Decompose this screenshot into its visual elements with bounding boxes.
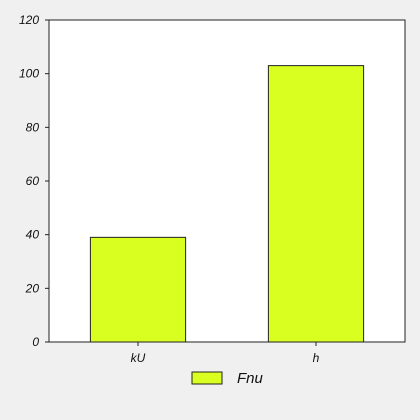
y-tick-label: 80: [26, 120, 40, 134]
y-tick-label: 0: [32, 335, 39, 349]
legend: Fnu: [191, 370, 264, 387]
y-tick-label: 40: [26, 228, 40, 242]
y-tick-label: 100: [19, 67, 39, 81]
legend-swatch: [191, 371, 223, 385]
legend-label: Fnu: [237, 370, 264, 387]
bar: [267, 65, 365, 343]
y-tick-label: 120: [19, 13, 39, 27]
bar: [89, 236, 187, 343]
plot-frame: [48, 19, 406, 343]
y-tick-label: 20: [25, 281, 40, 295]
x-tick-label: h: [313, 351, 320, 365]
y-tick-label: 60: [26, 174, 40, 188]
x-tick-label: kU: [131, 351, 146, 365]
